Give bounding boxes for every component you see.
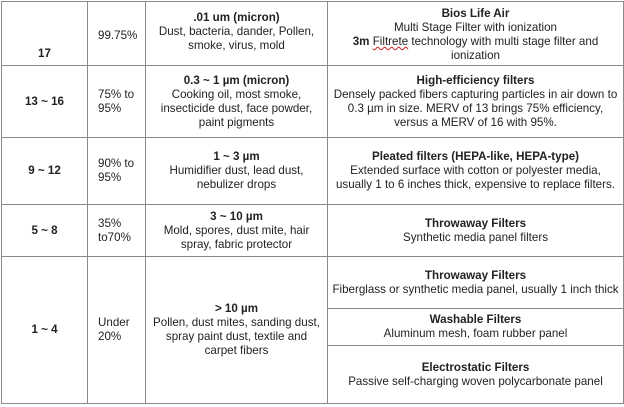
filter-type-desc: Densely packed fibers capturing particle… — [333, 87, 618, 129]
filter-type-desc: Synthetic media panel filters — [403, 230, 548, 244]
table-row: 9 ~ 12 90% to 95% 1 ~ 3 µm Humidifier du… — [1, 137, 624, 205]
efficiency-cell: 99.75% — [87, 1, 146, 66]
filter-type-title: High-efficiency filters — [416, 73, 535, 87]
particle-types: Humidifier dust, lead dust, nebulizer dr… — [169, 164, 304, 191]
particle-size-title: 1 ~ 3 µm — [213, 150, 260, 163]
particle-size-cell: > 10 µm Pollen, dust mites, sanding dust… — [145, 256, 328, 404]
merv-rating-cell: 9 ~ 12 — [1, 137, 88, 205]
particle-size-cell: 3 ~ 10 µm Mold, spores, dust mite, hair … — [145, 204, 328, 257]
filter-type-cell: Pleated filters (HEPA-like, HEPA-type) E… — [327, 137, 624, 205]
particle-size-cell: 0.3 ~ 1 µm (micron) Cooking oil, most sm… — [145, 65, 328, 138]
filter-type-desc: Aluminum mesh, foam rubber panel — [383, 327, 568, 340]
filter-type-desc: Multi Stage Filter with ionization — [393, 21, 558, 34]
particle-types: Cooking oil, most smoke, insecticide dus… — [160, 87, 313, 129]
merv-rating-cell: 5 ~ 8 — [1, 204, 88, 257]
merv-rating-cell: 17 — [1, 1, 88, 66]
efficiency-cell: 75% to 95% — [87, 65, 146, 138]
filter-type-title: Pleated filters (HEPA-like, HEPA-type) — [371, 150, 580, 163]
particle-size-title: > 10 µm — [214, 302, 259, 315]
table-row: Washable Filters Aluminum mesh, foam rub… — [2, 308, 624, 346]
table-row: 13 ~ 16 75% to 95% 0.3 ~ 1 µm (micron) C… — [1, 65, 624, 138]
table-row: 5 ~ 8 35% to70% 3 ~ 10 µm Mold, spores, … — [1, 204, 624, 257]
filter-type-cell: Bios Life Air Multi Stage Filter with io… — [327, 1, 624, 66]
filter-brand-prefix: 3m — [352, 35, 370, 48]
particle-size-title: 3 ~ 10 µm — [210, 209, 263, 223]
efficiency-cell: 35% to70% — [87, 204, 146, 257]
particle-size-cell: .01 um (micron) Dust, bacteria, dander, … — [145, 1, 328, 66]
filter-type-title: Throwaway Filters — [424, 268, 527, 282]
filter-type-title: Electrostatic Filters — [421, 360, 530, 374]
filter-type-title: Throwaway Filters — [424, 216, 527, 230]
filter-type-desc: Passive self-charging woven polycarbonat… — [348, 374, 603, 388]
particle-size-title: 0.3 ~ 1 µm (micron) — [183, 73, 290, 87]
efficiency-cell: Under 20% — [87, 256, 146, 404]
table-row: Electrostatic Filters Passive self-charg… — [2, 345, 624, 404]
filter-brand-name: Filtrete — [372, 35, 409, 48]
filter-type-cell: High-efficiency filters Densely packed f… — [327, 65, 624, 138]
particle-types: Dust, bacteria, dander, Pollen, smoke, v… — [158, 25, 315, 52]
particle-size-cell: 1 ~ 3 µm Humidifier dust, lead dust, neb… — [145, 137, 328, 205]
particle-size-title: .01 um (micron) — [193, 11, 280, 24]
filter-type-desc: Fiberglass or synthetic media panel, usu… — [332, 282, 619, 296]
filter-type-cell: Throwaway Filters Fiberglass or syntheti… — [327, 256, 624, 309]
efficiency-cell: 90% to 95% — [87, 137, 146, 205]
filter-type-cell: Washable Filters Aluminum mesh, foam rub… — [327, 308, 624, 346]
filter-type-title: Bios Life Air — [441, 7, 510, 20]
filter-type-title: Washable Filters — [429, 313, 522, 326]
particle-types: Pollen, dust mites, sanding dust, spray … — [153, 316, 320, 357]
filter-type-cell: Throwaway Filters Synthetic media panel … — [327, 204, 624, 257]
merv-rating-cell: 1 ~ 4 — [1, 256, 88, 404]
filter-type-desc: Extended surface with cotton or polyeste… — [335, 164, 616, 191]
particle-types: Mold, spores, dust mite, hair spray, fab… — [163, 223, 310, 251]
filter-brand-desc: technology with multi stage filter and i… — [408, 35, 599, 62]
table-row: 1 ~ 4 Under 20% > 10 µm Pollen, dust mit… — [1, 256, 624, 404]
filter-type-cell: Electrostatic Filters Passive self-charg… — [327, 345, 624, 404]
merv-rating-cell: 13 ~ 16 — [1, 65, 88, 138]
table-row: 17 99.75% .01 um (micron) Dust, bacteria… — [1, 1, 624, 66]
